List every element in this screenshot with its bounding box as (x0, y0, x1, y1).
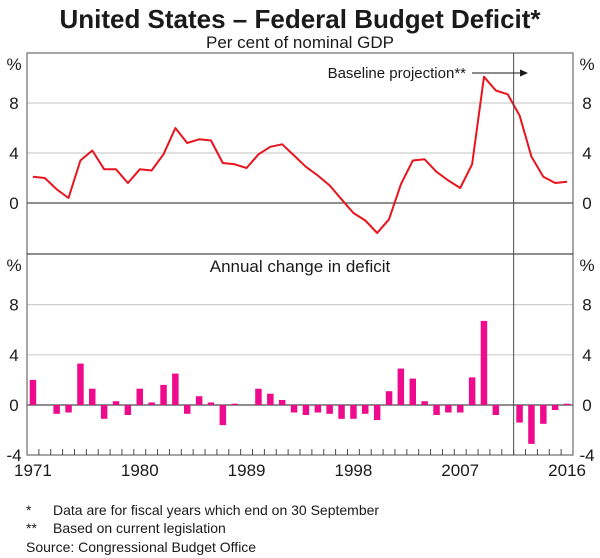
y-unit-label-left: % (6, 256, 21, 275)
y-tick-label-right: 8 (582, 94, 591, 113)
bar-2002 (397, 368, 405, 405)
bar-series (29, 320, 571, 444)
footnote-2-mark: ** (26, 520, 37, 536)
bar-2014 (540, 405, 547, 424)
bar-1976 (89, 388, 96, 405)
bar-2007 (457, 405, 464, 413)
x-tick-label: 2016 (548, 461, 586, 480)
y-tick-label-right: 8 (582, 296, 591, 315)
bar-2001 (385, 391, 393, 405)
bar-1993 (290, 405, 298, 413)
x-tick-label: 1998 (334, 461, 372, 480)
y-tick-label-left: 0 (9, 194, 18, 213)
bar-2010 (492, 405, 500, 415)
y-tick-label-left: 4 (9, 346, 18, 365)
x-tick-label: 1980 (121, 461, 159, 480)
y-tick-label-left: -4 (6, 446, 21, 465)
bar-1991 (267, 393, 274, 405)
x-tick-label: 2007 (441, 461, 479, 480)
bar-1999 (362, 405, 369, 414)
source-note: Source: Congressional Budget Office (26, 539, 256, 555)
bar-1998 (350, 405, 357, 419)
bar-1980 (136, 388, 143, 405)
bar-2003 (409, 378, 416, 405)
bar-1987 (219, 405, 227, 426)
footnote-1-text: Data are for fiscal years which end on 3… (53, 502, 379, 518)
y-tick-label-left: 4 (9, 144, 18, 163)
y-tick-label-right: 4 (582, 144, 591, 163)
bar-2012 (516, 405, 523, 423)
bar-2000 (373, 405, 381, 421)
plot-frame (26, 52, 574, 456)
bar-1979 (124, 405, 132, 415)
bar-1974 (65, 405, 72, 413)
bar-1971 (29, 379, 37, 405)
x-tick-label: 1971 (14, 461, 52, 480)
bar-2008 (468, 377, 476, 405)
y-tick-label-right: -4 (579, 446, 594, 465)
bar-1986 (207, 402, 215, 405)
bar-1983 (172, 373, 179, 405)
bar-1996 (326, 405, 333, 414)
bar-1995 (314, 405, 322, 413)
deficit-line (32, 75, 568, 234)
bar-2006 (445, 405, 452, 413)
y-tick-label-right: 0 (582, 194, 591, 213)
y-tick-label-left: 8 (9, 296, 18, 315)
y-unit-label-right: % (579, 55, 594, 74)
y-tick-label-left: 0 (9, 396, 18, 415)
bar-2004 (421, 401, 428, 405)
bar-1992 (278, 400, 286, 405)
bar-1997 (338, 405, 345, 419)
bar-1973 (53, 405, 60, 414)
y-tick-label-left: 8 (9, 94, 18, 113)
y-tick-label-right: 4 (582, 346, 591, 365)
panel-title-annual-change: Annual change in deficit (210, 257, 391, 276)
bar-2013 (528, 405, 535, 444)
y-unit-label-right: % (579, 256, 594, 275)
footnote-2-text: Based on current legislation (53, 520, 226, 536)
bar-1981 (148, 402, 155, 405)
footnote-1-mark: * (26, 502, 32, 518)
y-tick-label-right: 0 (582, 396, 591, 415)
bar-1975 (77, 363, 84, 405)
arrow-right-icon (520, 69, 528, 77)
bar-1984 (184, 405, 191, 414)
chart-title: United States – Federal Budget Deficit* (59, 4, 541, 34)
bar-1985 (195, 396, 203, 405)
bar-2016 (563, 403, 571, 405)
bar-1982 (160, 384, 167, 405)
x-tick-label: 1989 (228, 461, 266, 480)
bar-1978 (112, 401, 120, 405)
axis-labels: 8 8 4 4 0 0% % 8 8 4 4 0 0 -4 -4% % 1971 1980 1989 1998 2007… (6, 55, 594, 480)
bar-2009 (480, 320, 488, 405)
chart-subtitle: Per cent of nominal GDP (206, 33, 394, 52)
projection-annotation: Baseline projection** (328, 65, 467, 82)
y-unit-label-left: % (6, 55, 21, 74)
bar-1994 (302, 405, 310, 415)
bar-1988 (231, 403, 238, 405)
bar-2015 (551, 405, 559, 410)
bar-1990 (255, 388, 262, 405)
bar-1977 (100, 405, 108, 419)
bar-2005 (433, 405, 440, 415)
